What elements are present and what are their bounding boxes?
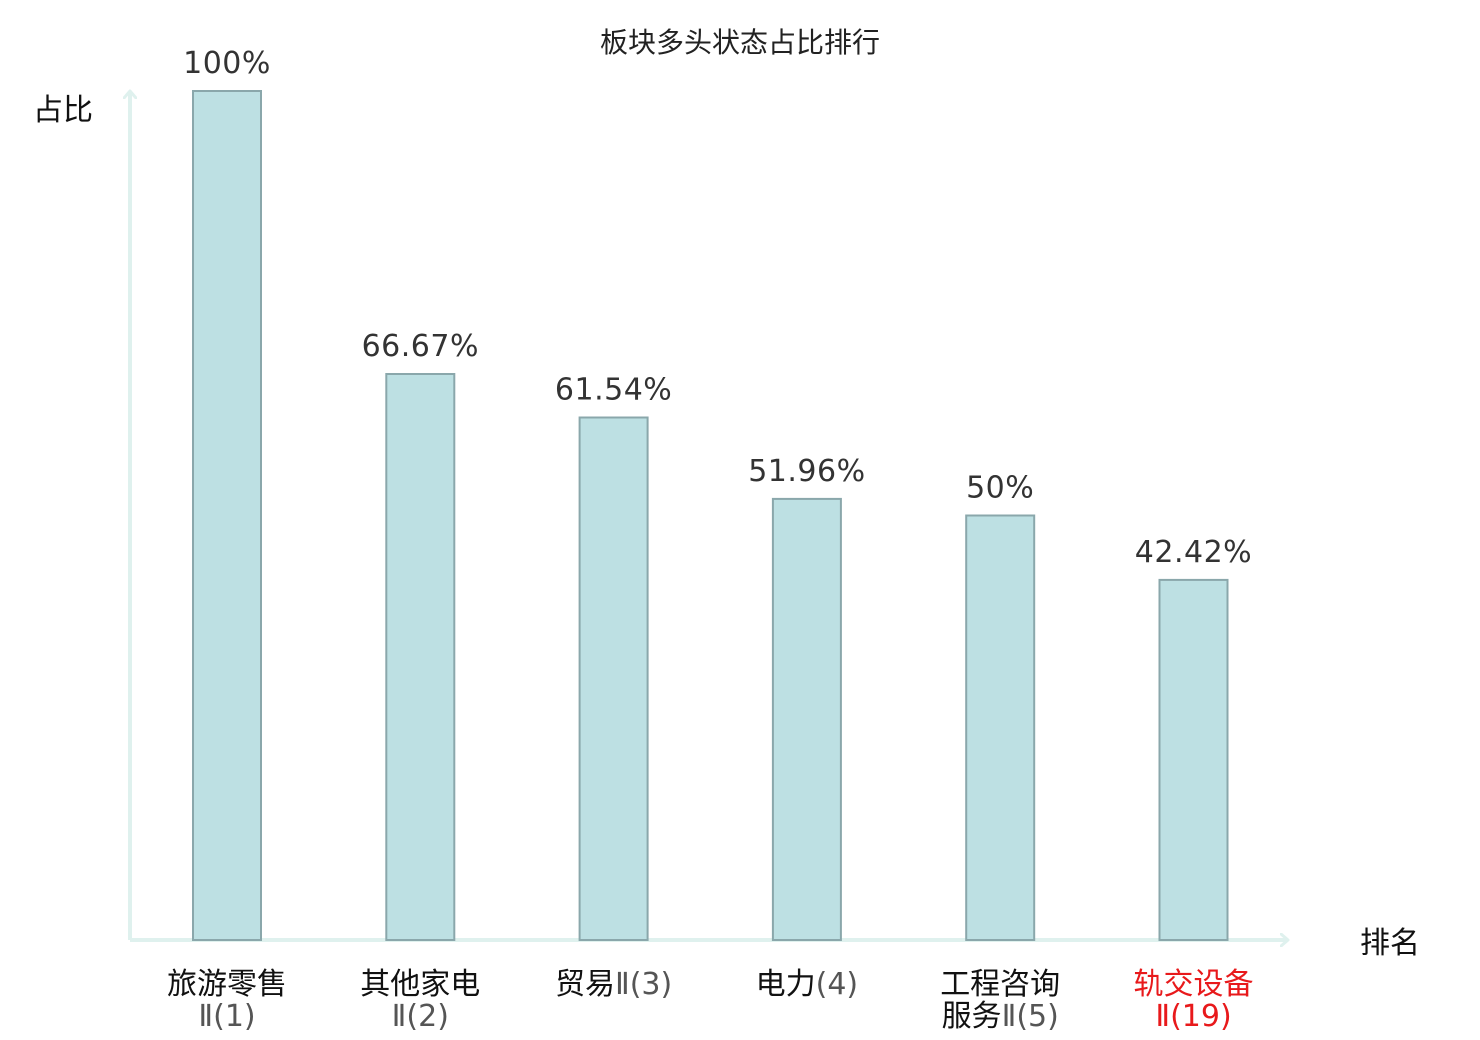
category-label-4: 电力(4)	[756, 967, 859, 1002]
bar-4	[771, 497, 842, 941]
bar-6	[1158, 578, 1229, 942]
category-label-4-line-1: 电力(4)	[756, 967, 859, 1002]
value-label-5: 50%	[966, 471, 1034, 506]
value-label-2: 66.67%	[362, 329, 479, 364]
category-label-6-line-2: Ⅱ(19)	[1155, 999, 1231, 1034]
bar-2	[385, 373, 456, 941]
category-label-1-line-1: 旅游零售	[167, 967, 287, 1002]
bar-1	[192, 90, 262, 941]
x-axis-label: 排名	[1360, 926, 1420, 961]
value-label-4: 51.96%	[748, 454, 865, 489]
bar-3	[578, 416, 649, 941]
bars-group	[192, 90, 1229, 942]
category-label-3: 贸易Ⅱ(3)	[555, 967, 672, 1002]
y-axis-label: 占比	[33, 93, 93, 128]
category-label-3-line-1: 贸易Ⅱ(3)	[555, 967, 672, 1002]
chart-title: 板块多头状态占比排行	[600, 26, 880, 59]
value-label-1: 100%	[183, 46, 271, 81]
category-label-5-line-1: 工程咨询	[940, 967, 1060, 1002]
bar-5	[965, 514, 1036, 941]
category-label-5-line-2: 服务Ⅱ(5)	[942, 999, 1059, 1034]
category-label-2-line-2: Ⅱ(2)	[392, 999, 449, 1034]
category-label-6-line-1: 轨交设备	[1134, 967, 1254, 1002]
value-labels-group: 100% 66.67% 61.54% 51.96% 50% 42.42%	[183, 46, 1252, 570]
category-label-2-line-1: 其他家电	[360, 967, 480, 1002]
value-label-6: 42.42%	[1135, 535, 1252, 570]
value-label-3: 61.54%	[555, 373, 672, 408]
category-label-1-line-2: Ⅱ(1)	[198, 999, 255, 1034]
